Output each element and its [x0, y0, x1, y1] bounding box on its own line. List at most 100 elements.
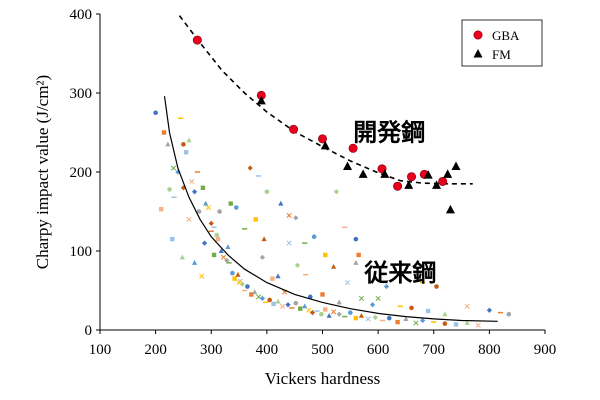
gba-point — [406, 172, 416, 182]
conventional-point — [233, 205, 239, 210]
conventional-point — [239, 281, 245, 287]
conventional-point — [264, 189, 270, 195]
conventional-point — [353, 236, 359, 242]
x-axis-label: Vickers hardness — [265, 369, 381, 388]
conventional-point — [211, 252, 217, 258]
conventional-point — [232, 276, 237, 281]
conventional-point — [311, 234, 317, 240]
conventional-point — [230, 270, 235, 276]
conventional-point — [189, 178, 195, 185]
conventional-point — [224, 257, 230, 264]
axes: 100 200 300 400 500 600 700 800 900 0 100 200 300 400… — [33, 7, 556, 388]
conventional-point — [331, 309, 337, 315]
fm-point — [380, 169, 390, 178]
developed-steel-trend-curve — [178, 15, 473, 185]
legend-marker-gba — [473, 30, 483, 40]
conventional-point — [306, 307, 312, 313]
x-tick-label: 200 — [144, 342, 167, 358]
gba-point — [192, 35, 202, 45]
conventional-point — [218, 248, 224, 253]
conventional-point — [217, 209, 222, 214]
conventional-point — [278, 200, 284, 206]
conventional-point — [199, 273, 205, 279]
conventional-point — [464, 320, 470, 325]
conventional-point — [200, 185, 206, 190]
conventional-point — [442, 311, 448, 317]
y-tick-label: 300 — [70, 86, 93, 102]
gba-point — [317, 134, 327, 144]
data-series — [192, 35, 461, 214]
conventional-point — [294, 262, 301, 268]
conventional-point — [358, 295, 364, 301]
conventional-point — [420, 317, 426, 324]
gba-point — [348, 143, 358, 153]
conventional-point — [186, 216, 192, 222]
conventional-point — [395, 319, 400, 325]
y-tick-label: 0 — [85, 323, 93, 339]
conventional-point — [205, 204, 212, 211]
conventional-point — [331, 264, 337, 269]
conventional-point — [434, 284, 439, 289]
conventional-point — [191, 260, 198, 265]
fm-point — [358, 169, 368, 178]
conventional-steel-trend-curve — [163, 96, 498, 322]
conventional-point — [383, 283, 390, 290]
conventional-point — [247, 165, 253, 171]
fm-point — [404, 180, 414, 189]
conventional-point — [336, 299, 342, 305]
legend-marker-fm — [473, 49, 483, 58]
conventional-point — [323, 252, 328, 258]
conventional-point — [285, 302, 291, 308]
conventional-point — [286, 212, 292, 219]
conventional-point — [298, 306, 303, 311]
fm-point — [451, 161, 461, 170]
conventional-point — [228, 201, 233, 206]
legend-box — [461, 19, 543, 67]
conventional-point — [165, 141, 171, 147]
conventional-point — [375, 295, 381, 301]
conventional-point — [161, 130, 167, 135]
conventional-point — [279, 303, 286, 309]
conventional-point — [236, 280, 242, 286]
conventional-point — [353, 260, 359, 265]
conventional-point — [201, 240, 208, 246]
conventional-point — [486, 307, 492, 313]
conventional-point — [186, 137, 192, 143]
conventional-point — [336, 311, 342, 317]
conventional-point — [323, 307, 328, 312]
x-tick-label: 800 — [478, 342, 501, 358]
conventional-point — [214, 232, 220, 238]
conventional-point — [220, 254, 227, 260]
x-tick-label: 700 — [423, 342, 446, 358]
conventional-point — [326, 312, 332, 318]
legend-label: FM — [492, 47, 511, 62]
conventional-point — [365, 316, 371, 322]
conventional-point — [403, 316, 409, 321]
conventional-point — [369, 302, 376, 308]
conventional-point — [170, 236, 175, 242]
conventional-point — [249, 292, 254, 297]
conventional-point — [358, 312, 365, 318]
gba-point — [393, 181, 403, 191]
conventional-point — [259, 295, 266, 301]
conventional-point — [191, 189, 198, 195]
conventional-point — [179, 254, 185, 260]
conventional-point — [309, 310, 316, 316]
conventional-point — [184, 150, 189, 155]
conventional-point — [333, 189, 340, 195]
conventional-point — [302, 303, 308, 309]
conventional-point — [261, 236, 267, 242]
y-tick-label: 200 — [70, 165, 93, 181]
x-tick-label: 400 — [256, 342, 279, 358]
conventional-point — [245, 284, 250, 289]
conventional-point — [372, 314, 378, 320]
conventional-point — [235, 271, 241, 277]
conventional-point — [215, 236, 221, 242]
conventional-point — [196, 209, 202, 214]
x-tick-label: 600 — [367, 342, 390, 358]
conventional-point — [286, 240, 292, 246]
conventional-point — [181, 142, 186, 147]
conventional-point — [225, 244, 231, 250]
conventional-point — [252, 289, 258, 295]
